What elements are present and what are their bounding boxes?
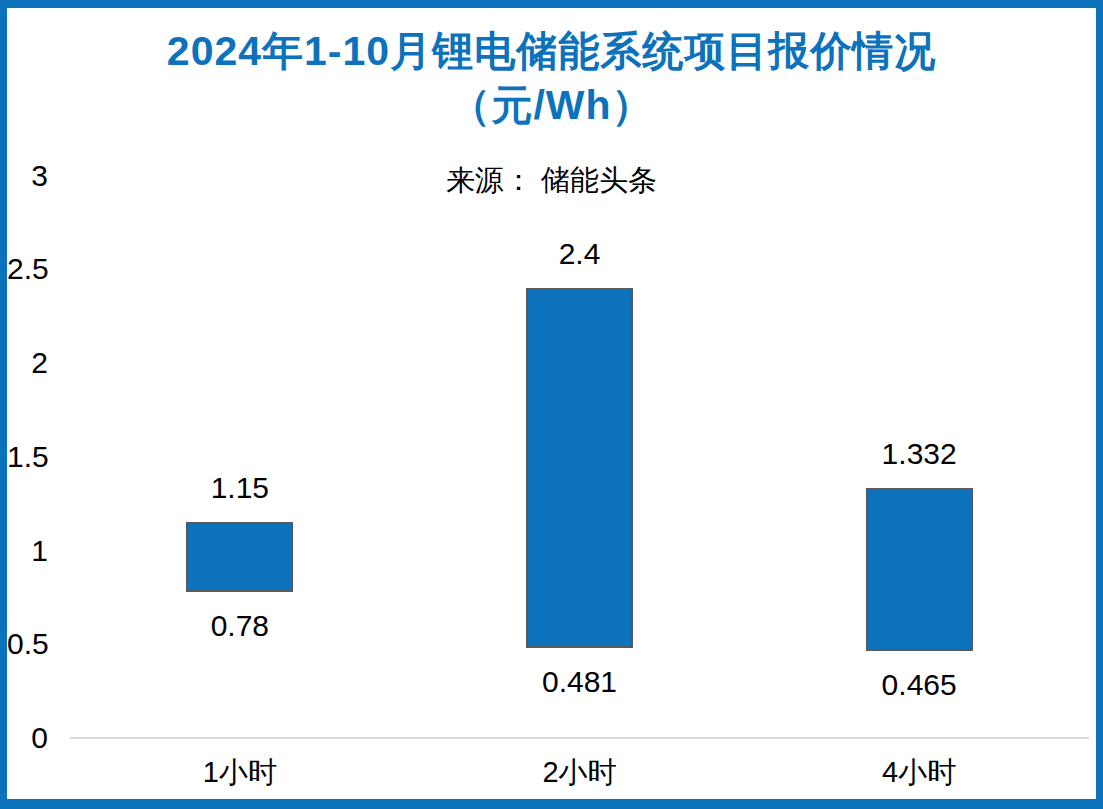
bar-high-value-label: 1.332 [829, 437, 1009, 471]
bar-low-value-label: 0.78 [150, 609, 330, 643]
x-axis-category-label: 4小时 [819, 755, 1019, 789]
range-bar [526, 288, 633, 648]
y-axis-tick-label: 0 [7, 721, 48, 755]
bar-low-value-label: 0.481 [490, 665, 670, 699]
y-axis-tick-label: 1.5 [7, 440, 48, 474]
bar-high-value-label: 1.15 [150, 471, 330, 505]
bar-low-value-label: 0.465 [829, 668, 1009, 702]
chart-area: 3 2.5 2 1.5 1 0.5 0 1.15 0.78 1小时 2.4 0.481 2小时 1.332… [7, 8, 1096, 799]
y-axis-tick-label: 2 [7, 346, 48, 380]
range-bar [866, 488, 973, 651]
chart-canvas: 2024年1-10月锂电储能系统项目报价情况 （元/Wh） 来源： 储能头条 3… [7, 8, 1096, 799]
y-axis-tick-label: 1 [7, 534, 48, 568]
y-axis-tick-label: 3 [7, 159, 48, 193]
zero-gridline [70, 737, 1089, 739]
y-axis-tick-label: 0.5 [7, 627, 48, 661]
y-axis-tick-label: 2.5 [7, 252, 48, 286]
range-bar [186, 522, 293, 591]
chart-page: 2024年1-10月锂电储能系统项目报价情况 （元/Wh） 来源： 储能头条 3… [0, 0, 1103, 809]
x-axis-category-label: 1小时 [140, 755, 340, 789]
bar-high-value-label: 2.4 [490, 237, 670, 271]
x-axis-category-label: 2小时 [480, 755, 680, 789]
